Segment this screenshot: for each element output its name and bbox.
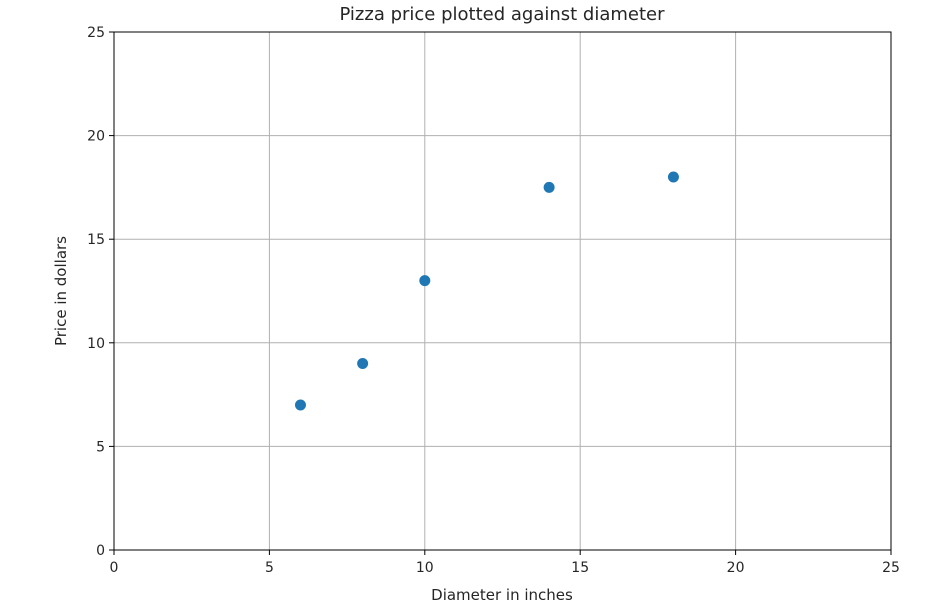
data-point (294, 399, 306, 411)
x-axis-label: Diameter in inches (431, 586, 573, 604)
x-tick-label: 25 (882, 560, 900, 576)
data-point (357, 358, 369, 370)
y-axis-label: Price in dollars (52, 236, 70, 346)
x-tick-label: 5 (265, 560, 274, 576)
y-tick-label: 25 (87, 25, 105, 41)
y-axis-ticks: 0 5 10 15 20 25 (87, 25, 114, 559)
y-tick-label: 20 (87, 129, 105, 145)
x-tick-label: 10 (416, 560, 434, 576)
chart-title: Pizza price plotted against diameter (339, 4, 665, 25)
x-tick-label: 0 (110, 560, 119, 576)
plot-frame (113, 31, 892, 551)
x-tick-label: 15 (571, 560, 589, 576)
data-point (543, 181, 555, 193)
data-point (419, 275, 431, 287)
data-point (667, 171, 679, 183)
x-tick-label: 20 (727, 560, 745, 576)
y-tick-label: 15 (87, 232, 105, 248)
y-tick-label: 0 (96, 543, 105, 559)
grid-lines (113, 31, 892, 551)
y-tick-label: 5 (96, 439, 105, 455)
x-axis-ticks: 0 5 10 15 20 25 (110, 550, 900, 576)
data-points (294, 171, 679, 411)
y-tick-label: 10 (87, 336, 105, 352)
